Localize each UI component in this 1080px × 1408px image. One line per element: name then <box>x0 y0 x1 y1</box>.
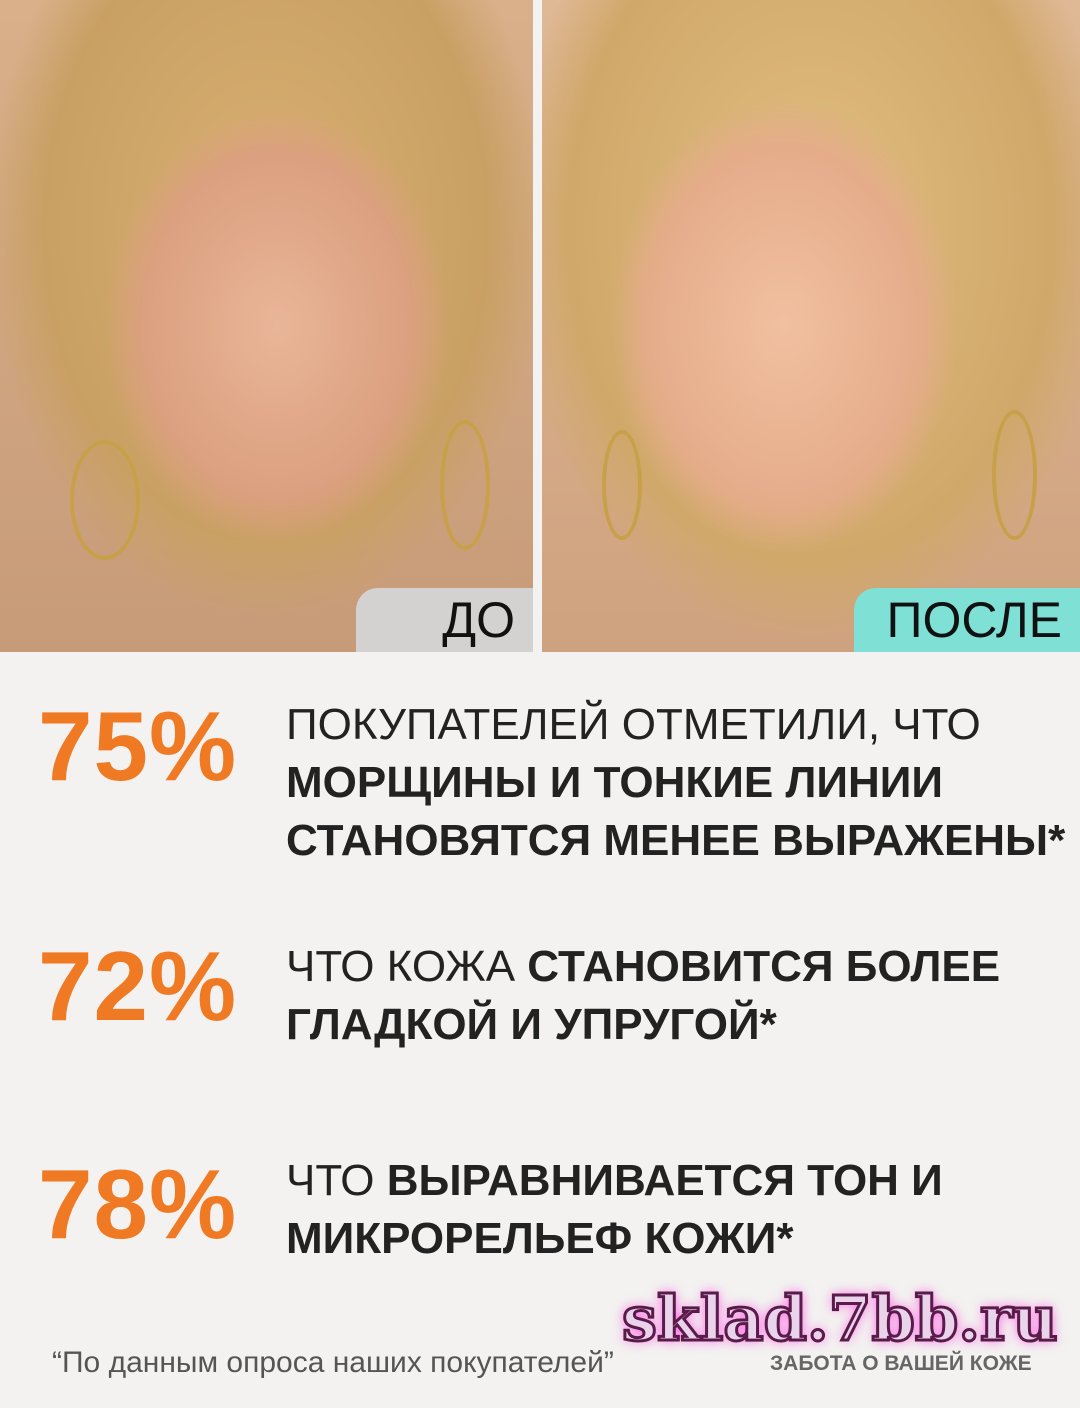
brand-tagline: ЗАБОТА О ВАШЕЙ КОЖЕ <box>770 1352 1032 1375</box>
earring <box>440 420 490 550</box>
stat-bold: морщины и тонкие линии становятся менее … <box>286 758 1066 865</box>
stat-plain: покупателей отметили, что <box>286 700 981 749</box>
stat-percent: 78% <box>38 1149 238 1259</box>
after-label: ПОСЛЕ <box>854 588 1080 652</box>
stat-text: покупателей отметили, что морщины и тонки… <box>286 696 1080 870</box>
stat-plain: что кожа <box>286 942 528 991</box>
stat-bold: становится более гладкой и упругой* <box>286 942 1001 1049</box>
earring <box>70 440 140 560</box>
stat-plain: что <box>286 1156 387 1205</box>
footnote: “По данным опроса наших покупателей” <box>52 1346 614 1379</box>
divider <box>533 0 542 652</box>
stat-percent: 72% <box>38 931 238 1041</box>
earring <box>602 430 642 540</box>
stat-text: что кожа становится более гладкой и упру… <box>286 938 1026 1054</box>
stat-percent: 75% <box>38 691 238 801</box>
earring <box>992 410 1037 540</box>
after-photo <box>542 0 1080 652</box>
watermark: sklad.7bb.ru <box>621 1281 1060 1357</box>
before-photo <box>0 0 533 652</box>
stat-bold: выравнивается тон и микрорельеф кожи* <box>286 1156 943 1263</box>
stat-text: что выравнивается тон и микрорельеф кожи… <box>286 1152 986 1268</box>
before-label: ДО <box>356 588 533 652</box>
